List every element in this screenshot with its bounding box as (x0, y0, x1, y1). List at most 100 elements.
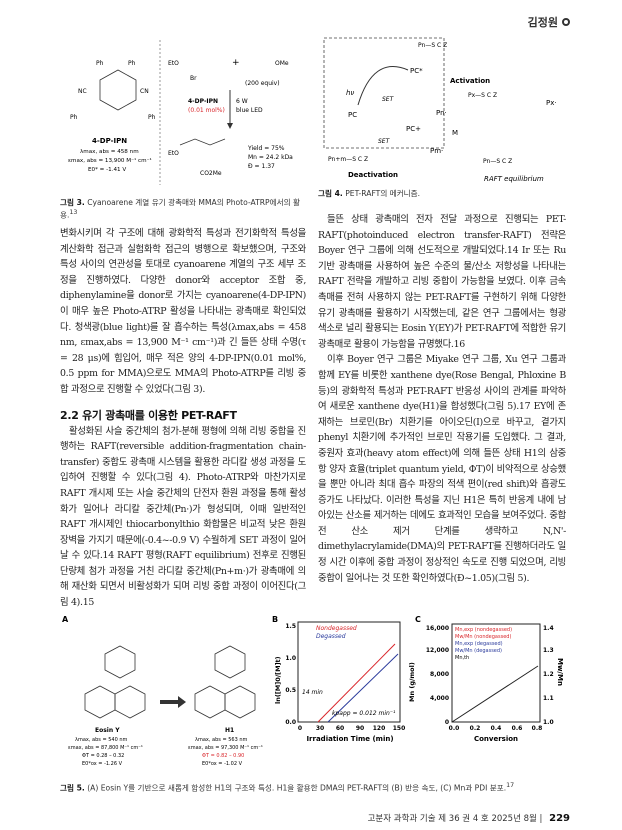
tick: 0 (445, 719, 449, 726)
footer: 고분자 과학과 기술 제 36 권 4 호 2025년 8월 | 229 (367, 813, 570, 824)
legend-item: Nondegassed (316, 625, 357, 632)
tick: 1.0 (285, 655, 296, 662)
h1-prop: λmax, abs = 563 nm (195, 737, 248, 743)
deactivation-label: Deactivation (348, 171, 398, 179)
caption-label: 그림 5. (60, 783, 85, 793)
h1-label: H1 (225, 727, 234, 734)
light-label: blue LED (236, 107, 263, 114)
svg-text:Ph: Ph (70, 114, 78, 121)
figure-4: hν PC* PC PC+ SET SET Activation Pn· M P… (323, 37, 557, 183)
m-label: M (452, 129, 458, 137)
eosin-prop: E0*ox = -1.26 V (82, 761, 123, 767)
product-label: CO2Me (200, 170, 222, 177)
prop-epsilon: εmax, abs = 13,900 M⁻¹ cm⁻¹ (68, 157, 152, 164)
svg-text:NC: NC (78, 88, 87, 95)
caption-text: PET-RAFT의 메커니즘. (345, 189, 421, 198)
y-axis-label: Mn (g/mol) (408, 662, 416, 702)
pc-label: PC (348, 111, 357, 119)
legend-item: Mn,exp (degassed) (455, 641, 503, 647)
light-label: 6 W (236, 98, 248, 105)
pc-star-label: PC* (410, 67, 423, 75)
tick: 1.3 (543, 647, 554, 654)
right-column: 들뜬 상태 광촉매의 전자 전달 과정으로 진행되는 PET-RAFT(phot… (318, 212, 566, 586)
set-label: SET (382, 96, 395, 103)
tick: 0.2 (470, 725, 481, 732)
prop-e0: E0* = -1.41 V (88, 167, 126, 173)
reagent-label: Br (190, 75, 197, 82)
svg-text:Ph: Ph (128, 60, 136, 67)
figure-5-caption: 그림 5. (A) Eosin Y를 기반으로 새롭게 합성한 H1의 구조와 … (60, 781, 566, 794)
tick: 1.2 (543, 671, 554, 678)
h1-prop: εmax, abs = 97,300 M⁻¹ cm⁻¹ (188, 745, 263, 751)
circle-icon (562, 18, 570, 26)
tick: 8,000 (430, 671, 449, 678)
x-axis-label: Irradiation Time (min) (306, 735, 393, 743)
paragraph: 활성화된 사슬 중간체의 첨가-분해 평형에 의해 리빙 중합을 진행하는 RA… (60, 425, 306, 609)
page-number: 229 (549, 813, 570, 824)
tick: 4,000 (430, 695, 449, 702)
set-label: SET (378, 138, 391, 145)
pn-label: Pn· (436, 109, 447, 117)
tick: 1.1 (543, 695, 554, 702)
tick: 0.5 (285, 687, 296, 694)
px-label: Px· (546, 99, 557, 107)
svg-text:+: + (232, 58, 240, 68)
prop-lambda: λmax, abs = 458 nm (80, 149, 139, 155)
tick: 1.4 (543, 625, 554, 632)
eosin-prop: λmax, abs = 540 nm (75, 737, 128, 743)
svg-text:Pn—S C Z: Pn—S C Z (483, 158, 512, 165)
panel-label: A (62, 615, 69, 624)
section-heading: 2.2 유기 광촉매를 이용한 PET-RAFT (60, 408, 237, 422)
tick: 150 (393, 725, 406, 732)
pc-plus-label: PC+ (406, 125, 421, 133)
y2-axis-label: Mw/Mn (556, 658, 564, 686)
legend-item: Mn,exp (nondegassed) (455, 627, 512, 633)
y-axis-label: ln([M]0/[M]t) (274, 656, 282, 704)
svg-text:Ph: Ph (96, 60, 104, 67)
dispersity: Đ = 1.37 (248, 163, 275, 170)
paragraph: 이후 Boyer 연구 그룹은 Miyake 연구 그룹, Xu 연구 그룹과 … (318, 354, 566, 584)
tick: 0.0 (285, 719, 296, 726)
pm-label: Pm· (430, 147, 443, 155)
paragraph: 변화시키며 각 구조에 대해 광화학적 특성과 전기화학적 특성을 계산화학 접… (60, 228, 306, 395)
reagent-label: EtO (168, 60, 179, 67)
citation: 17 (506, 782, 515, 789)
activation-label: Activation (450, 77, 490, 85)
tick: 0.6 (512, 725, 523, 732)
caption-label: 그림 3. (60, 198, 85, 207)
svg-text:Px—S C Z: Px—S C Z (468, 92, 497, 99)
panel-label: B (272, 615, 278, 624)
tick: 12,000 (426, 647, 449, 654)
series-nondegassed (317, 643, 396, 723)
eosin-prop: ΦT = 0.28 – 0.32 (82, 753, 124, 759)
compound-label: 4-DP-IPN (92, 137, 127, 145)
figure-5: A Eosin Y λmax, abs = 540 nm εmax, abs =… (62, 615, 564, 767)
svg-text:Ph: Ph (148, 114, 156, 121)
author-name: 김정원 (527, 16, 558, 29)
journal-info: 고분자 과학과 기술 제 36 권 4 호 2025년 8월 (367, 814, 537, 824)
figure-3-caption: 그림 3. Cyanoarene 계열 유기 광촉매와 MMA의 Photo-A… (60, 198, 306, 221)
legend-item: Degassed (316, 633, 346, 640)
hv-label: hν (346, 89, 354, 97)
legend-item: Mw/Mn (degassed) (455, 648, 502, 654)
eosin-prop: εmax, abs = 87,800 M⁻¹ cm⁻¹ (68, 745, 143, 751)
paragraph: 들뜬 상태 광촉매의 전자 전달 과정으로 진행되는 PET-RAFT(phot… (318, 214, 566, 350)
chart-c-frame (451, 623, 541, 723)
annotation: 14 min (302, 689, 323, 696)
catalyst-amount: (0.01 mol%) (188, 107, 225, 114)
caption-text: Cyanoarene 계열 유기 광촉매와 MMA의 Photo-ATRP에서의… (60, 198, 300, 220)
eosin-label: Eosin Y (95, 727, 120, 734)
h1-prop: ΦT = 0.82 – 0.90 (202, 753, 244, 759)
caption-label: 그림 4. (318, 189, 343, 198)
product-label: EtO (168, 150, 179, 157)
raft-equilibrium-label: RAFT equilibrium (484, 175, 544, 183)
caption-text: (A) Eosin Y를 기반으로 새롭게 합성한 H1의 구조와 특성. H1… (87, 783, 507, 793)
x-axis-label: Conversion (474, 735, 518, 743)
tick: 1.5 (285, 623, 296, 630)
4dpipn-structure (99, 69, 137, 111)
tick: 60 (336, 725, 344, 732)
legend-item: Mn,th (455, 655, 469, 661)
annotation: kpapp = 0.012 min⁻¹ (332, 710, 396, 717)
figure-4-caption: 그림 4. PET-RAFT의 메커니즘. (318, 189, 420, 199)
